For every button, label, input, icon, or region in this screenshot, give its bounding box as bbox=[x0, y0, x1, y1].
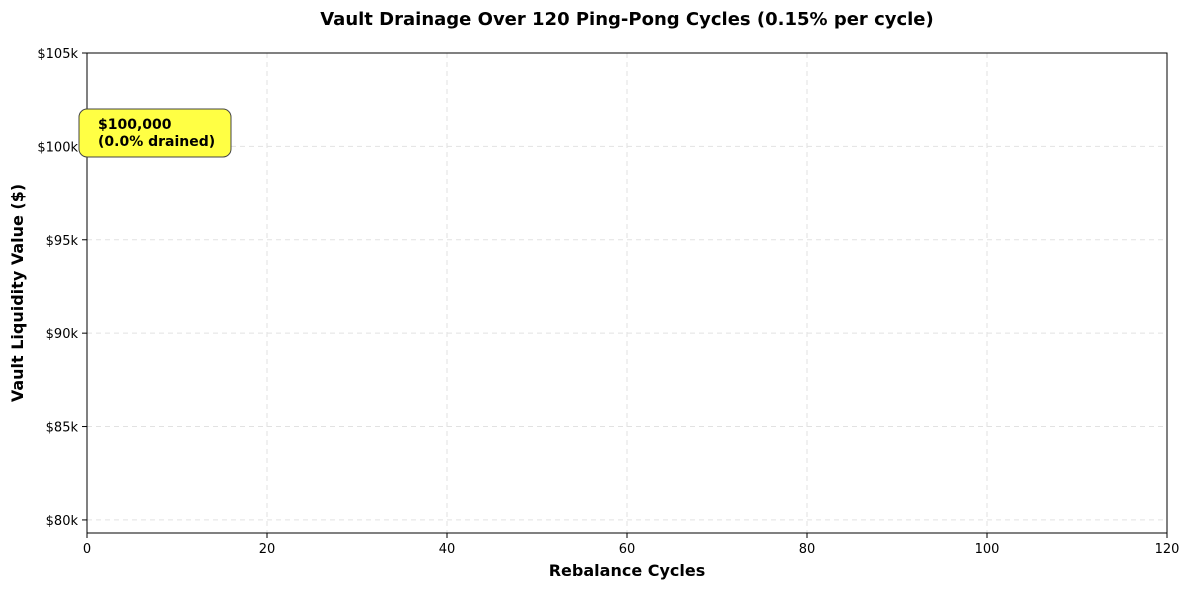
annotation-box bbox=[78, 108, 232, 158]
annotation: $100,000 (0.0% drained) bbox=[78, 108, 232, 158]
x-tick-label: 60 bbox=[619, 542, 636, 557]
x-tick-label: 20 bbox=[259, 542, 276, 557]
annotation-drained: (0.0% drained) bbox=[98, 134, 215, 150]
x-tick-label: 100 bbox=[975, 542, 1000, 557]
y-tick-label: $95k bbox=[46, 234, 79, 249]
y-tick-label: $105k bbox=[37, 47, 78, 62]
chart-title: Vault Drainage Over 120 Ping-Pong Cycles… bbox=[320, 9, 934, 30]
x-tick-label: 40 bbox=[439, 542, 456, 557]
y-tick-label: $90k bbox=[46, 327, 79, 342]
y-axis-label: Vault Liquidity Value ($) bbox=[8, 184, 27, 402]
x-axis-ticks: 0 20 40 60 80 100 120 bbox=[83, 533, 1180, 557]
y-tick-label: $80k bbox=[46, 514, 79, 529]
x-axis-label: Rebalance Cycles bbox=[549, 561, 706, 580]
x-tick-label: 80 bbox=[799, 542, 816, 557]
grid-layer bbox=[86, 52, 1168, 533]
y-tick-label: $100k bbox=[37, 140, 78, 155]
x-tick-label: 120 bbox=[1155, 542, 1180, 557]
y-axis-ticks: $80k $85k $90k $95k $100k $105k bbox=[37, 47, 87, 529]
annotation-value: $100,000 bbox=[98, 117, 172, 133]
y-tick-label: $85k bbox=[46, 421, 79, 436]
x-tick-label: 0 bbox=[83, 542, 91, 557]
